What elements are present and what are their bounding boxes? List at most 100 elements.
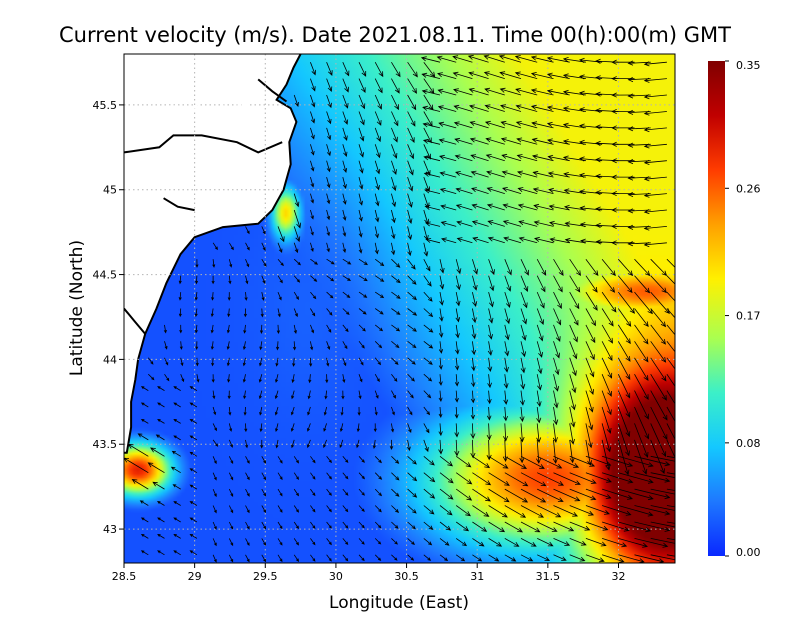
velocity-arrow	[438, 390, 443, 403]
velocity-arrow	[472, 488, 491, 502]
velocity-arrow	[261, 292, 265, 301]
velocity-arrow	[244, 292, 248, 301]
velocity-arrow	[455, 472, 473, 485]
velocity-arrow	[171, 450, 181, 457]
velocity-arrow	[259, 423, 263, 433]
velocity-arrow	[453, 104, 473, 112]
velocity-arrow	[536, 259, 547, 276]
velocity-arrow	[532, 187, 554, 194]
velocity-arrow	[245, 259, 250, 268]
velocity-arrow	[472, 505, 490, 517]
velocity-arrow	[261, 472, 267, 481]
velocity-arrow	[212, 472, 217, 481]
velocity-arrow	[310, 144, 315, 156]
velocity-arrow	[140, 402, 149, 408]
velocity-arrow	[406, 439, 411, 452]
velocity-arrow	[140, 550, 149, 556]
velocity-arrow	[374, 275, 385, 282]
velocity-arrow	[650, 472, 675, 479]
colorbar-tick-label: 0.00	[736, 546, 761, 559]
velocity-arrow	[487, 390, 492, 405]
velocity-arrow	[439, 308, 444, 322]
velocity-arrow	[259, 357, 263, 367]
velocity-arrow	[438, 341, 444, 354]
velocity-arrow	[211, 357, 215, 367]
velocity-arrow	[666, 390, 675, 405]
velocity-arrow	[407, 324, 417, 332]
velocity-arrow	[407, 61, 418, 78]
velocity-arrow	[471, 308, 477, 324]
velocity-arrow	[578, 172, 603, 178]
velocity-arrow	[484, 104, 505, 112]
velocity-arrow	[374, 472, 383, 480]
velocity-arrow	[517, 187, 538, 194]
velocity-arrow	[634, 488, 671, 500]
velocity-arrow	[326, 505, 332, 513]
velocity-arrow	[453, 88, 473, 96]
velocity-arrow	[173, 533, 181, 539]
velocity-arrow	[407, 176, 414, 192]
velocity-arrow	[227, 308, 231, 318]
velocity-arrow	[179, 341, 183, 350]
velocity-arrow	[569, 291, 580, 310]
velocity-arrow	[569, 472, 597, 484]
velocity-arrow	[601, 554, 625, 563]
velocity-arrow	[358, 258, 368, 266]
velocity-arrow	[578, 57, 603, 63]
velocity-arrow	[471, 357, 476, 372]
velocity-arrow	[260, 439, 264, 449]
velocity-arrow	[519, 406, 525, 423]
velocity-arrow	[517, 203, 538, 211]
velocity-arrow	[536, 374, 542, 391]
velocity-arrow	[520, 324, 527, 341]
velocity-arrow	[243, 308, 247, 318]
velocity-arrow	[189, 517, 198, 523]
velocity-arrow	[439, 188, 457, 194]
velocity-arrow	[504, 488, 529, 503]
velocity-arrow	[342, 521, 349, 529]
velocity-arrow	[634, 538, 669, 548]
velocity-arrow	[456, 220, 473, 227]
velocity-arrow	[342, 226, 347, 237]
velocity-arrow	[339, 423, 344, 432]
velocity-arrow	[520, 291, 528, 309]
velocity-arrow	[227, 374, 231, 383]
velocity-arrow	[547, 154, 570, 162]
velocity-arrow	[516, 154, 538, 162]
velocity-arrow	[518, 220, 538, 227]
velocity-arrow	[503, 423, 509, 442]
velocity-arrow	[420, 56, 441, 63]
velocity-arrow	[553, 406, 559, 426]
velocity-arrow	[275, 374, 279, 383]
velocity-arrow	[258, 374, 263, 383]
velocity-arrow	[553, 324, 561, 342]
velocity-arrow	[504, 259, 512, 276]
velocity-arrow	[548, 204, 570, 211]
velocity-arrow	[340, 406, 344, 416]
velocity-arrow	[518, 236, 538, 244]
velocity-arrow	[617, 357, 631, 381]
velocity-arrow	[634, 308, 649, 328]
velocity-arrow	[585, 505, 610, 515]
velocity-arrow	[472, 521, 488, 532]
velocity-arrow	[617, 341, 631, 362]
velocity-arrow	[391, 472, 400, 481]
velocity-arrow	[585, 275, 598, 293]
velocity-arrow	[553, 275, 563, 293]
velocity-arrow	[488, 455, 509, 469]
velocity-arrow	[520, 275, 529, 293]
velocity-arrow	[650, 406, 668, 441]
velocity-arrow	[228, 472, 234, 481]
velocity-arrow	[407, 193, 413, 208]
velocity-arrow	[261, 226, 266, 235]
velocity-arrow	[650, 341, 667, 363]
velocity-arrow	[455, 187, 473, 194]
velocity-arrow	[643, 192, 667, 198]
velocity-arrow	[310, 472, 316, 480]
border-line	[124, 134, 283, 154]
velocity-arrow	[423, 505, 435, 515]
velocity-arrow	[310, 226, 314, 236]
velocity-arrow	[374, 488, 383, 497]
velocity-arrow	[326, 291, 334, 299]
x-tick-label: 30.5	[394, 570, 419, 583]
